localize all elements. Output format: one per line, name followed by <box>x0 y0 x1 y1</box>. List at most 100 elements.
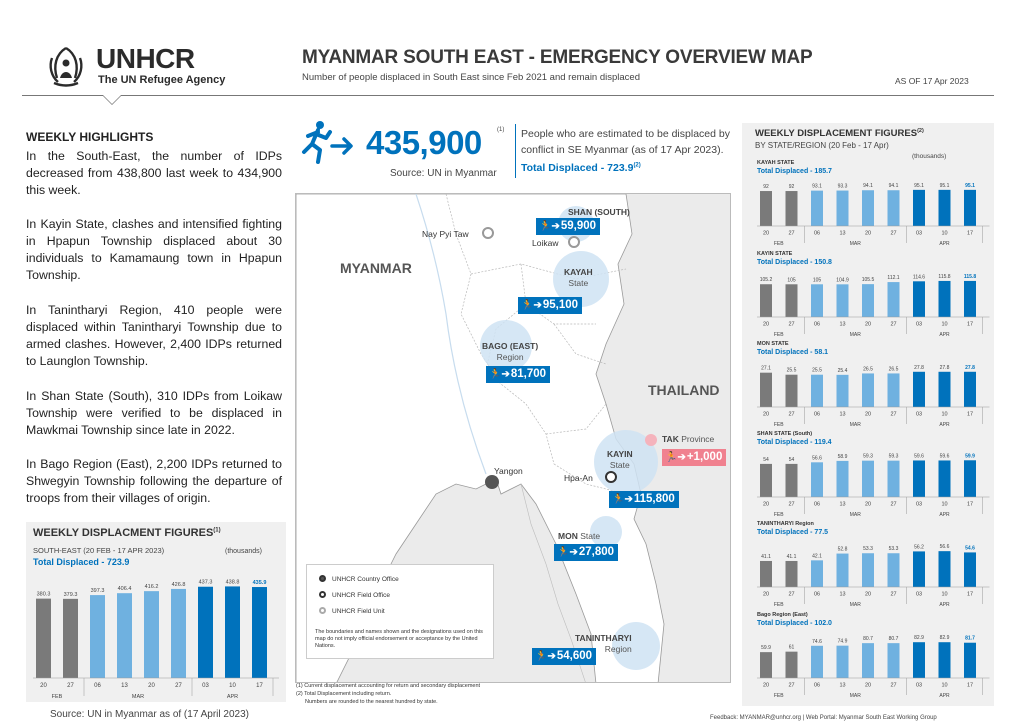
region-value-bago-east: 🏃➔81,700 <box>486 366 551 383</box>
data-label: 41.1 <box>787 554 797 560</box>
region-label-kayin: KAYIN State <box>607 449 633 470</box>
state-chart-name: SHAN STATE (South) <box>757 431 813 437</box>
bar <box>811 645 823 678</box>
country-label-myanmar: MYANMAR <box>340 260 412 276</box>
bar <box>225 586 240 678</box>
bar <box>964 189 976 226</box>
bar <box>964 460 976 497</box>
place-loikaw: Loikaw <box>532 238 559 248</box>
bar <box>938 371 951 407</box>
state-chart-total: Total Displaced - 102.0 <box>757 620 832 627</box>
tick-label: 27 <box>890 683 896 689</box>
state-bar-chart: 59.9 20 61 27 74.6 06 74.9 13 80.7 20 80.7 27 82.9 03… <box>757 635 990 699</box>
month-label: APR <box>939 602 950 608</box>
footnote-2: (2) Total Displacement including return. <box>296 691 392 697</box>
state-chart-total: Total Displaced - 185.7 <box>757 168 832 175</box>
data-label: 416.2 <box>145 584 159 590</box>
data-label: 27.8 <box>940 365 950 371</box>
place-yangon: Yangon <box>494 466 523 476</box>
tick-label: 27 <box>788 231 794 237</box>
data-label: 59.9 <box>761 645 771 651</box>
office-marker-hpa-an <box>605 471 617 483</box>
tick-label: 20 <box>865 322 871 328</box>
tick-label: 20 <box>148 683 155 689</box>
bubble-tak <box>645 434 657 446</box>
data-label: 56.2 <box>914 544 924 550</box>
tick-label: 20 <box>865 592 871 598</box>
tick-label: 20 <box>865 231 871 237</box>
tick-label: 10 <box>941 231 947 237</box>
data-label: 426.8 <box>172 582 186 588</box>
tick-label: 17 <box>967 502 973 508</box>
highlight-paragraph: In the South-East, the number of IDPs de… <box>26 149 282 197</box>
month-label: MAR <box>132 694 144 700</box>
month-label: APR <box>227 694 238 700</box>
month-label: APR <box>939 422 950 428</box>
tick-label: 13 <box>839 592 845 598</box>
summary-total-displaced: Total Displaced - 723.9(2) <box>521 162 641 174</box>
month-label: APR <box>939 241 950 247</box>
month-label: FEB <box>774 332 784 338</box>
bar <box>760 652 772 678</box>
tick-label: 03 <box>916 322 922 328</box>
header-notch-fill <box>103 95 121 104</box>
bar <box>913 281 925 317</box>
bar <box>887 553 900 587</box>
month-label: MAR <box>850 422 862 428</box>
bar <box>836 190 849 226</box>
footnote-3: Numbers are rounded to the nearest hundr… <box>305 699 438 705</box>
month-label: APR <box>939 693 950 699</box>
tick-label: 17 <box>256 683 263 689</box>
southeast-bar-chart: 380.3 20 379.3 27 397.3 06 406.4 13 416.2 20 426.8… <box>33 579 279 700</box>
bubble-kayah <box>553 251 609 307</box>
bubble-mon <box>590 516 622 548</box>
data-label: 80.7 <box>889 636 899 642</box>
data-label: 95.1 <box>940 183 950 189</box>
bubble-bago-east <box>480 320 532 372</box>
bar <box>887 373 900 407</box>
tick-label: 03 <box>916 683 922 689</box>
state-chart-total: Total Displaced - 150.8 <box>757 259 832 266</box>
river <box>415 194 487 475</box>
month-label: FEB <box>774 693 784 699</box>
bar <box>913 460 925 497</box>
month-label: APR <box>939 332 950 338</box>
tick-label: 10 <box>941 502 947 508</box>
tick-label: 17 <box>967 683 973 689</box>
bar <box>836 553 849 587</box>
legend-item-field-unit: UNHCR Field Unit <box>319 607 385 615</box>
region-label-kayah: KAYAH State <box>564 267 593 288</box>
region-value-tanintharyi: 🏃➔54,600 <box>532 648 597 665</box>
unhcr-logo-icon <box>49 46 83 87</box>
total-idps-value: 435,900 <box>366 124 482 161</box>
bar <box>938 189 951 226</box>
legend-item-field-office: UNHCR Field Office <box>319 591 390 599</box>
data-label: 115.8 <box>964 274 976 280</box>
bar <box>36 598 51 678</box>
tick-label: 17 <box>967 322 973 328</box>
bar <box>760 463 772 497</box>
page-title: MYANMAR SOUTH EAST - EMERGENCY OVERVIEW … <box>302 47 813 68</box>
state-chart-name: MON STATE <box>757 341 789 347</box>
bar <box>836 460 849 497</box>
data-label: 27.1 <box>761 366 771 372</box>
region-label-bago-east: BAGO (EAST) Region <box>482 341 539 362</box>
total-idps-source: Source: UN in Myanmar <box>390 168 497 179</box>
data-label: 25.4 <box>838 368 848 374</box>
data-label: 59.9 <box>965 453 975 459</box>
data-label: 406.4 <box>118 586 132 592</box>
region-label-tanintharyi: TANINTHARYI Region <box>575 633 632 654</box>
data-label: 59.6 <box>914 453 924 459</box>
coastline <box>520 483 586 682</box>
bar <box>887 282 900 317</box>
bar <box>938 280 951 317</box>
data-label: 379.3 <box>64 592 78 598</box>
data-label: 92 <box>789 184 795 190</box>
tick-label: 27 <box>788 683 794 689</box>
data-label: 26.5 <box>863 366 873 372</box>
bar <box>198 586 213 678</box>
tick-label: 20 <box>865 502 871 508</box>
bar <box>760 284 772 317</box>
highlight-paragraph: In Kayin State, clashes and intensified … <box>26 217 282 282</box>
data-label: 53.3 <box>863 546 873 552</box>
